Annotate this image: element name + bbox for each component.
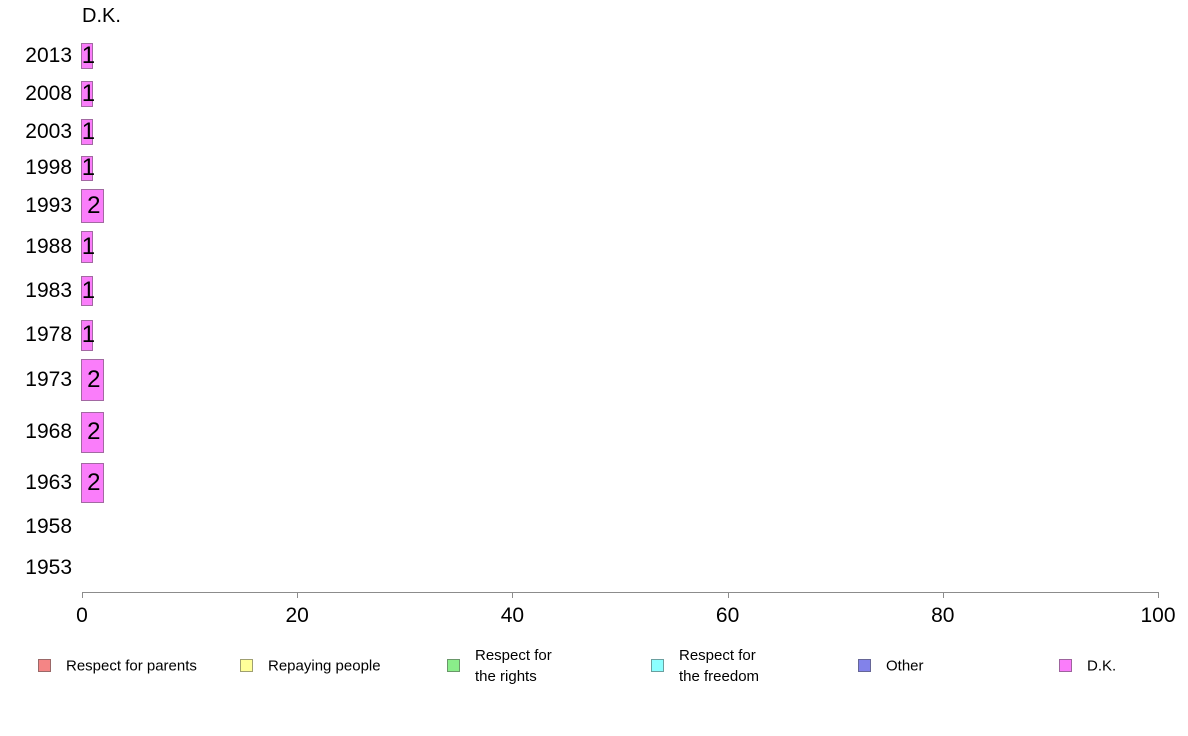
y-axis-label: 1958: [25, 515, 72, 538]
legend-item-label: Other: [886, 657, 924, 675]
x-axis-tick: [1158, 592, 1159, 598]
x-axis-tick-label: 20: [285, 604, 309, 627]
y-axis-label: 1963: [25, 471, 72, 494]
legend-swatch: [447, 659, 460, 672]
x-axis-tick-label: 40: [500, 604, 525, 627]
x-axis-tick: [512, 592, 514, 598]
x-axis-line: [82, 592, 1158, 593]
x-axis-tick-label: 0: [76, 604, 88, 627]
bar-value-label: 1: [81, 321, 96, 348]
bar-dk: [81, 411, 104, 453]
x-axis-tick: [82, 592, 83, 598]
y-axis-label: 2003: [25, 120, 72, 143]
x-axis-tick-label: 100: [1140, 604, 1176, 627]
y-axis-label: 1978: [25, 323, 72, 346]
y-axis-label: 1983: [25, 279, 72, 302]
y-axis-label: 1973: [25, 368, 72, 391]
x-axis-tick: [297, 592, 299, 598]
legend-swatch: [1059, 659, 1072, 672]
bar-dk: [81, 81, 93, 107]
bar-value-label: 1: [81, 118, 96, 145]
legend-item-label: D.K.: [1087, 657, 1117, 675]
bar-dk: [81, 43, 93, 69]
bar-value-label: 1: [81, 80, 96, 107]
bar-dk: [81, 189, 104, 223]
bar-value-label: 1: [81, 42, 96, 69]
y-axis-label: 2008: [25, 82, 72, 105]
bar-dk: [81, 276, 93, 306]
bar-dk: [81, 155, 93, 181]
y-axis-label: 2013: [25, 44, 72, 67]
x-axis-tick-label: 80: [931, 604, 955, 627]
legend-swatch: [858, 659, 871, 672]
bar-value-label: 1: [81, 154, 96, 181]
bar-dk: [81, 359, 104, 401]
x-axis-tick-label: 60: [715, 604, 740, 627]
bar-dk: [81, 231, 93, 263]
legend-item-label: Respect for parents: [66, 657, 197, 675]
legend-item-label: Respect for the freedom: [679, 647, 760, 685]
legend-swatch: [38, 659, 51, 672]
chart-title: D.K.: [82, 5, 121, 27]
y-axis-label: 1998: [25, 156, 72, 179]
y-axis-label: 1968: [25, 420, 72, 443]
x-axis-tick: [727, 592, 729, 598]
legend-item-label: Repaying people: [268, 657, 381, 675]
bar-value-label: 2: [87, 469, 101, 496]
y-axis-label: 1993: [25, 194, 72, 217]
bar-dk: [81, 119, 93, 145]
bar-dk: [81, 463, 104, 503]
bar-value-label: 2: [87, 418, 101, 445]
legend-swatch: [651, 659, 664, 672]
x-axis-tick: [942, 592, 944, 598]
bar-value-label: 1: [81, 233, 96, 260]
y-axis-label: 1953: [25, 556, 72, 579]
bar-dk: [81, 319, 93, 351]
y-axis-label: 1988: [25, 235, 72, 258]
bar-value-label: 2: [87, 366, 101, 393]
legend-swatch: [240, 659, 253, 672]
bar-value-label: 1: [81, 277, 96, 304]
bar-value-label: 2: [87, 192, 101, 219]
legend-item-label: Respect for the rights: [475, 647, 552, 685]
